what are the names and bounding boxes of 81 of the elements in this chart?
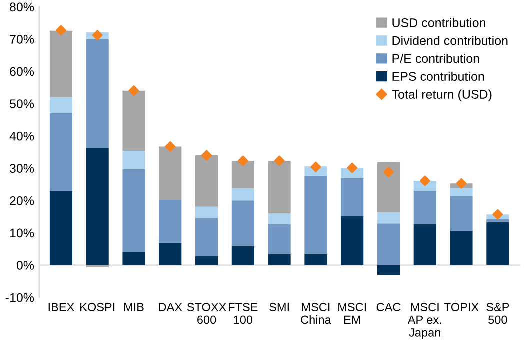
bar [50,97,72,114]
x-tick-label: STOXX 600 [187,303,226,324]
y-tick-label: 70% [10,35,34,44]
point [165,141,176,152]
point [383,166,394,178]
x-tick-label: CAC [376,303,401,312]
bar [414,224,436,266]
point [456,178,467,189]
bar [450,230,473,266]
legend-label: P/E contribution [392,54,480,64]
point [56,25,67,36]
legend-label: Dividend contribution [392,36,508,46]
y-tick-label: 10% [10,228,34,238]
bar [268,254,291,266]
point [201,150,212,161]
bar [268,224,291,254]
bar [268,214,291,224]
x-tick-label: MSCI China [301,303,332,324]
bar [159,200,182,244]
y-tick-label: 50% [10,100,34,108]
x-tick-label: KOSPI [80,303,115,312]
bar [377,212,400,224]
bar [50,190,72,266]
y-tick-label: -10% [6,293,34,302]
x-tick-label: MSCI AP ex. Japan [408,303,442,340]
bar [232,200,254,246]
bar [122,150,146,170]
legend-label: Total return (USD) [392,90,492,102]
point [310,162,322,172]
y-tick-label: 40% [10,132,34,141]
point [92,30,103,41]
bar [86,148,109,266]
bar [304,176,328,254]
bar [195,206,218,218]
bar [50,30,72,98]
bar [377,265,400,276]
legend-label: USD contribution [392,18,486,28]
x-tick-label: MIB [124,303,144,312]
bar [304,254,328,266]
bar [268,160,291,214]
y-tick-label: 80% [10,2,34,12]
bar [50,113,72,191]
x-tick-label: TOPIX [444,303,479,312]
bar [232,246,254,266]
x-tick-label: SMI [270,303,289,312]
bar [341,216,364,266]
point [238,156,248,166]
point [492,209,504,220]
bar [341,178,364,217]
bar [414,190,436,224]
point [347,162,358,174]
bar [377,162,400,212]
bar [232,160,254,188]
bar [195,155,218,207]
point [128,86,140,96]
bar [122,169,146,252]
y-tick-label: 60% [10,67,34,76]
bar [195,218,218,257]
bar [232,188,254,201]
bar [122,90,146,151]
bar [122,252,146,266]
bar [450,188,473,196]
y-tick-label: 30% [10,164,34,174]
bar [377,224,400,266]
point [274,156,285,166]
x-tick-label: IBEX [48,303,74,312]
bar [486,222,510,266]
x-tick-label: DAX [159,303,182,312]
y-tick-label: 0% [16,261,34,270]
y-tick-label: 20% [10,196,34,206]
bar [486,219,510,222]
bar [86,40,109,148]
bar [159,243,182,266]
point [420,176,430,186]
x-tick-label: FTSE 100 [229,303,258,324]
x-tick-label: MSCI EM [338,303,366,324]
legend-label: EPS contribution [392,72,484,82]
bar [195,256,218,266]
bar [159,146,182,200]
bar [450,196,473,231]
x-tick-label: S&P 500 [486,303,510,324]
